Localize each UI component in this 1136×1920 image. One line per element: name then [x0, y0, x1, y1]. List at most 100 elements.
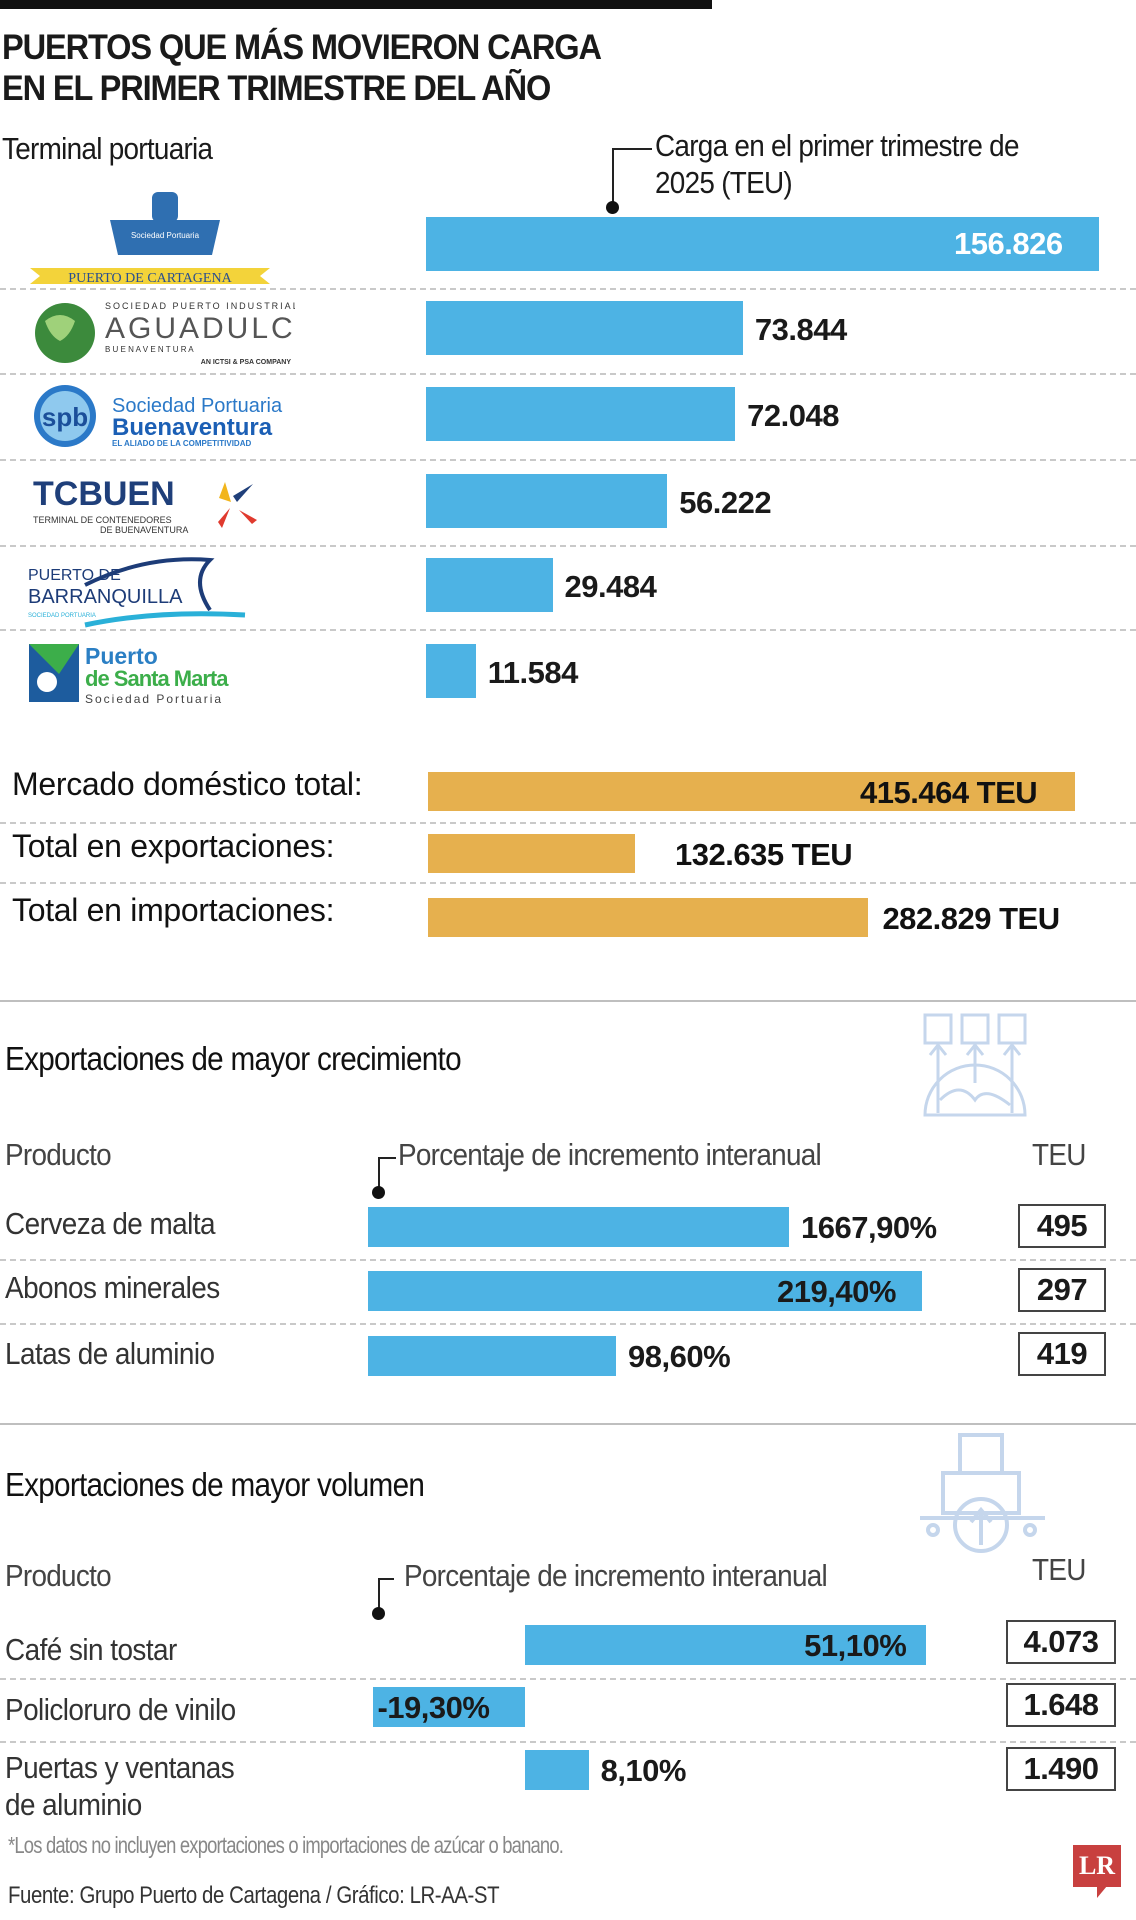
growth-value-label: 98,60% — [628, 1339, 731, 1374]
leader-line — [378, 1578, 394, 1614]
teu-box: 4.073 — [1006, 1620, 1116, 1664]
divider — [0, 1741, 1136, 1743]
port-bar — [426, 301, 743, 355]
leader-dot — [606, 201, 619, 214]
product-label: Abonos minerales — [5, 1270, 220, 1305]
teu-box: 1.490 — [1006, 1747, 1116, 1791]
growth-title: Exportaciones de mayor crecimiento — [5, 1040, 462, 1077]
divider — [0, 545, 1136, 547]
growth-bar — [368, 1207, 789, 1247]
volume-value-header: Porcentaje de incremento interanual — [404, 1558, 828, 1593]
leader-line — [612, 148, 652, 208]
svg-text:SOCIEDAD PORTUARIA: SOCIEDAD PORTUARIA — [28, 613, 96, 619]
section-rule — [0, 1423, 1136, 1425]
growth-bar — [368, 1271, 922, 1311]
growth-value-header: Porcentaje de incremento interanual — [398, 1137, 822, 1172]
svg-text:Sociedad Portuaria: Sociedad Portuaria — [131, 231, 200, 240]
svg-text:PUERTO DE: PUERTO DE — [28, 567, 121, 584]
port-value-label: 73.844 — [754, 312, 847, 347]
divider — [0, 882, 1136, 884]
svg-text:BARRANQUILLA: BARRANQUILLA — [28, 586, 183, 608]
divider — [0, 1259, 1136, 1261]
value-header: Carga en el primer trimestre de 2025 (TE… — [655, 128, 1020, 200]
category-header: Terminal portuaria — [2, 131, 213, 166]
logo-sociedad-portuaria-buenaventura: spb Sociedad Portuaria Buenaventura EL A… — [25, 382, 283, 452]
svg-text:AN ICTSI & PSA COMPANY: AN ICTSI & PSA COMPANY — [201, 359, 292, 366]
svg-text:Sociedad Portuaria: Sociedad Portuaria — [112, 395, 283, 417]
svg-text:Buenaventura: Buenaventura — [112, 414, 273, 441]
product-label: Policloruro de vinilo — [5, 1692, 236, 1727]
divider — [0, 1678, 1136, 1680]
volume-value-label: 8,10% — [600, 1753, 687, 1788]
export-globe-icon — [923, 1013, 1027, 1117]
svg-text:DE BUENAVENTURA: DE BUENAVENTURA — [100, 525, 188, 535]
volume-bar — [373, 1687, 525, 1727]
total-label: Total en importaciones: — [12, 892, 335, 928]
source: Fuente: Grupo Puerto de Cartagena / Gráf… — [8, 1882, 500, 1909]
section-rule — [0, 1000, 1136, 1002]
divider — [0, 373, 1136, 375]
port-value-label: 29.484 — [564, 569, 657, 604]
volume-value-label: 51,10% — [804, 1628, 907, 1663]
leader-dot — [372, 1186, 385, 1199]
teu-box: 495 — [1018, 1204, 1106, 1248]
divider — [0, 629, 1136, 631]
svg-text:de Santa Marta: de Santa Marta — [85, 666, 229, 691]
volume-product-header: Producto — [5, 1558, 112, 1593]
leader-line — [378, 1157, 396, 1193]
total-value-label: 282.829 TEU — [882, 901, 1060, 936]
logo-tcbuen: TCBUEN TERMINAL DE CONTENEDORES DE BUENAV… — [25, 470, 275, 540]
port-value-label: 72.048 — [747, 398, 839, 433]
divider — [0, 459, 1136, 461]
logo-aguadulce: SOCIEDAD PUERTO INDUSTRIAL AGUADULCE B U… — [25, 296, 316, 366]
svg-text:AGUADULCE: AGUADULCE — [105, 312, 295, 345]
logo-puerto-de-santa-marta: Puerto de Santa Marta Sociedad Portuaria — [25, 638, 275, 708]
volume-title: Exportaciones de mayor volumen — [5, 1466, 425, 1503]
cargo-lift-icon — [920, 1433, 1045, 1553]
growth-product-header: Producto — [5, 1137, 112, 1172]
teu-box: 419 — [1018, 1332, 1106, 1376]
title-line-2: EN EL PRIMER TRIMESTRE DEL AÑO — [2, 69, 551, 108]
growth-teu-header: TEU — [1032, 1137, 1086, 1172]
port-bar — [426, 558, 553, 612]
port-bar — [426, 217, 1099, 271]
logo-puerto-de-barranquilla: PUERTO DE BARRANQUILLA SOCIEDAD PORTUARIA — [25, 555, 275, 628]
total-bar — [428, 772, 1075, 811]
svg-text:B U E N A V E N T U R A: B U E N A V E N T U R A — [105, 345, 194, 354]
total-value-label: 132.635 TEU — [675, 837, 853, 872]
svg-text:Sociedad Portuaria: Sociedad Portuaria — [85, 692, 223, 706]
divider — [0, 1323, 1136, 1325]
lr-logo-tail — [1097, 1886, 1107, 1898]
svg-text:EL ALIADO DE LA COMPETITIVIDAD: EL ALIADO DE LA COMPETITIVIDAD — [112, 439, 251, 448]
title-line-1: PUERTOS QUE MÁS MOVIERON CARGA — [2, 28, 602, 67]
lr-logo: LR — [1073, 1845, 1121, 1887]
product-label-cont: de aluminio — [5, 1787, 142, 1822]
svg-text:PUERTO DE CARTAGENA: PUERTO DE CARTAGENA — [68, 271, 232, 285]
svg-text:spb: spb — [42, 402, 88, 432]
product-label: Café sin tostar — [5, 1632, 177, 1667]
svg-text:TCBUEN: TCBUEN — [33, 475, 175, 513]
svg-text:Puerto: Puerto — [85, 643, 158, 669]
volume-bar — [525, 1625, 927, 1665]
svg-text:SOCIEDAD PUERTO INDUSTRIAL: SOCIEDAD PUERTO INDUSTRIAL — [105, 301, 295, 311]
top-rule — [0, 0, 712, 9]
teu-box: 297 — [1018, 1268, 1106, 1312]
product-label: Puertas y ventanas — [5, 1750, 235, 1785]
leader-dot — [372, 1607, 385, 1620]
port-value-label: 56.222 — [679, 485, 772, 520]
divider — [0, 822, 1136, 824]
cartagena-seal-icon: Sociedad Portuaria PUERTO DE CARTAGENA — [30, 192, 270, 286]
total-bar — [428, 834, 635, 873]
svg-text:TERMINAL DE CONTENEDORES: TERMINAL DE CONTENEDORES — [33, 515, 172, 525]
total-bar — [428, 898, 869, 937]
port-bar — [426, 387, 736, 441]
product-label: Cerveza de malta — [5, 1206, 216, 1241]
logo-puerto-de-cartagena: Sociedad Portuaria PUERTO DE CARTAGENA — [25, 190, 275, 286]
volume-value-label: -19,30% — [377, 1690, 490, 1725]
port-value-label: 11.584 — [487, 655, 579, 690]
product-label: Latas de aluminio — [5, 1336, 215, 1371]
growth-bar — [368, 1336, 616, 1376]
port-value-label: 156.826 — [954, 226, 1063, 261]
growth-value-label: 1667,90% — [801, 1210, 937, 1245]
volume-bar — [525, 1750, 589, 1790]
